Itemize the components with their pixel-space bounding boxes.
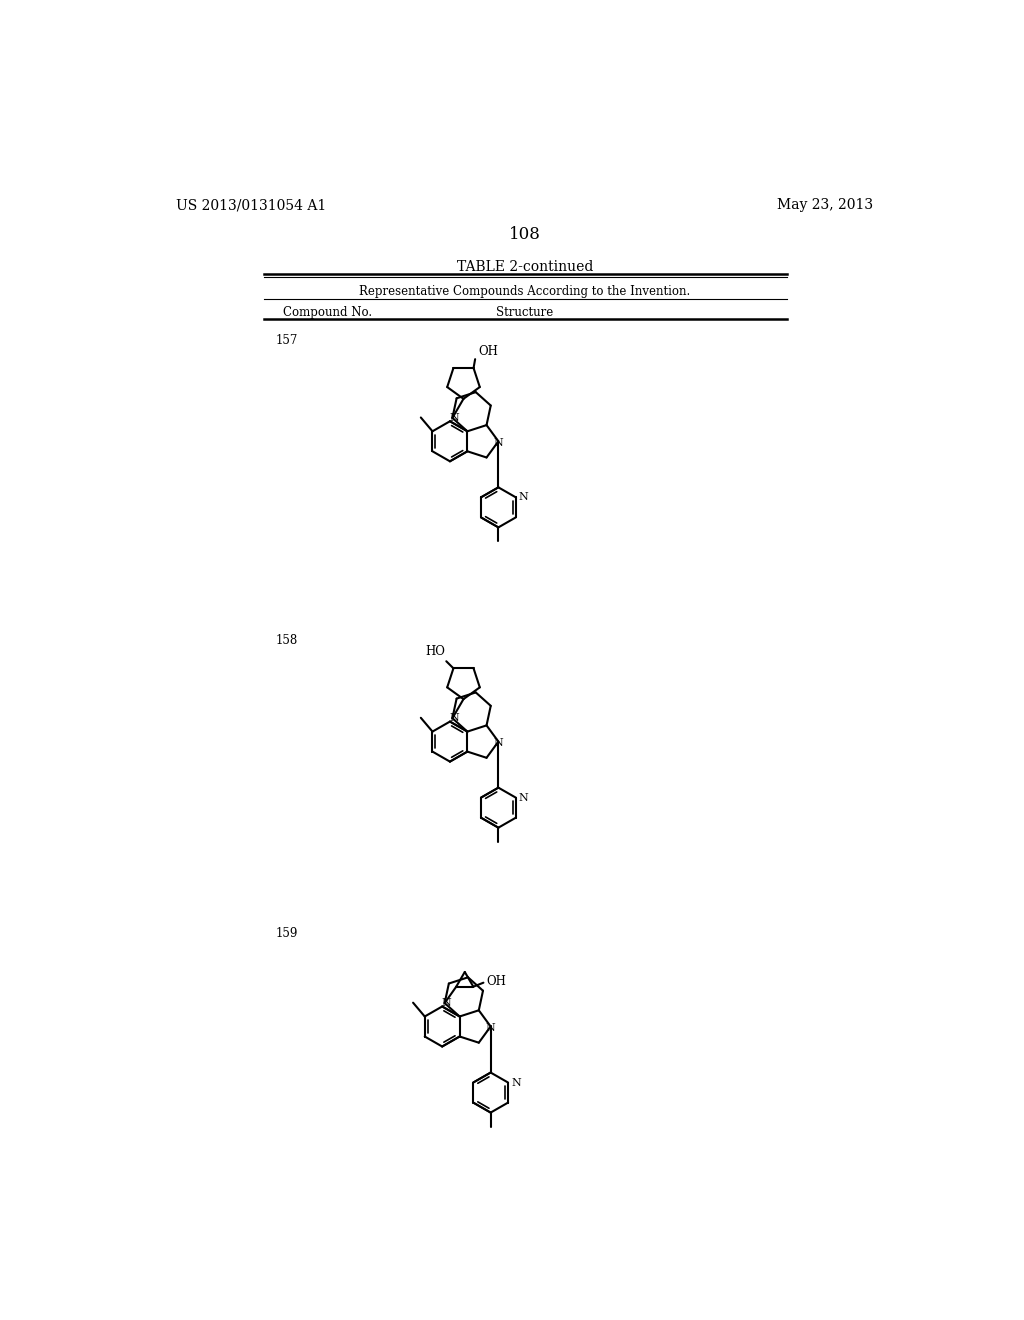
Text: N: N xyxy=(494,738,503,748)
Text: HO: HO xyxy=(425,645,444,659)
Text: N: N xyxy=(519,792,528,803)
Text: Compound No.: Compound No. xyxy=(283,306,372,319)
Text: N: N xyxy=(511,1077,521,1088)
Text: TABLE 2-continued: TABLE 2-continued xyxy=(457,260,593,275)
Text: N: N xyxy=(485,1023,496,1034)
Text: OH: OH xyxy=(486,974,507,987)
Text: 108: 108 xyxy=(509,226,541,243)
Text: Structure: Structure xyxy=(497,306,553,319)
Text: N: N xyxy=(494,438,503,447)
Text: OH: OH xyxy=(478,345,498,358)
Text: May 23, 2013: May 23, 2013 xyxy=(777,198,873,213)
Text: N: N xyxy=(441,998,452,1008)
Text: N: N xyxy=(519,492,528,503)
Text: US 2013/0131054 A1: US 2013/0131054 A1 xyxy=(176,198,327,213)
Text: 158: 158 xyxy=(275,635,298,647)
Text: 159: 159 xyxy=(275,927,298,940)
Text: Representative Compounds According to the Invention.: Representative Compounds According to th… xyxy=(359,285,690,298)
Text: N: N xyxy=(450,413,459,422)
Text: 157: 157 xyxy=(275,334,298,347)
Text: N: N xyxy=(450,713,459,723)
